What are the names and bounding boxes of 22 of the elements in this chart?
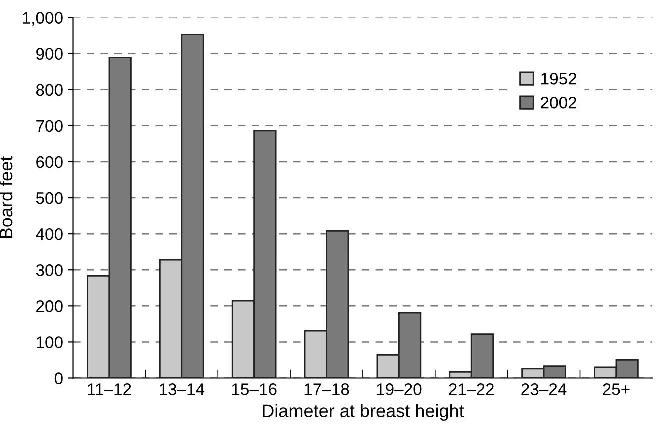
x-tick-label: 25+: [603, 384, 630, 396]
x-tick-label: 23–24: [522, 384, 567, 396]
x-tick-label: 17–18: [304, 384, 350, 396]
y-tick-label: 100: [37, 336, 63, 348]
x-tick-label: 15–16: [232, 384, 277, 396]
y-tick-label: 200: [36, 300, 63, 312]
y-tick-label: 500: [36, 192, 63, 204]
y-tick-label: 1,000: [23, 12, 63, 26]
x-tick-label: 19–20: [377, 384, 422, 396]
y-tick-label: 900: [36, 48, 63, 60]
y-tick-label: 400: [36, 228, 63, 240]
x-tick-label: 11–12: [88, 384, 132, 396]
x-tick-label: 21–22: [449, 384, 494, 396]
y-tick-label: 800: [36, 84, 63, 96]
y-tick-label: 600: [36, 156, 63, 168]
x-tick-label: 13–14: [160, 384, 205, 396]
legend-label: 2002: [541, 96, 577, 109]
legend-label: 1952: [542, 73, 577, 85]
y-tick-label: 300: [36, 264, 63, 276]
x-axis-title: Diameter at breast height: [263, 404, 464, 422]
y-tick-label: 0: [54, 372, 63, 384]
y-tick-label: 700: [36, 120, 63, 132]
